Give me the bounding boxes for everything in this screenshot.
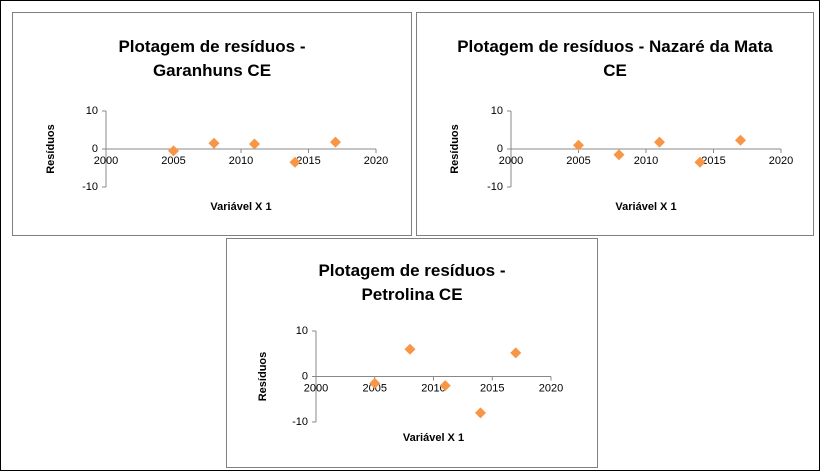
x-axis-label: Variável X 1 xyxy=(210,201,271,213)
x-tick-label: 2020 xyxy=(539,382,563,394)
point xyxy=(475,407,486,419)
y-tick-label: 10 xyxy=(491,105,503,117)
chart-title: Plotagem de resíduos - Petrolina CE xyxy=(318,261,506,304)
chart-title: Plotagem de resíduos - Nazaré da Mata CE xyxy=(457,37,773,80)
x-tick-label: 2020 xyxy=(364,155,388,167)
point xyxy=(208,137,220,149)
y-tick-label: 0 xyxy=(92,143,98,155)
point xyxy=(289,156,301,168)
x-axis-label: Variável X 1 xyxy=(615,201,676,213)
y-tick-label: 10 xyxy=(86,105,98,117)
x-tick-label: 2015 xyxy=(480,382,504,394)
plot: -1001020002005201020152020ResíduosVariáv… xyxy=(257,325,563,444)
chart-title: Plotagem de resíduos - Garanhuns CE xyxy=(118,37,306,80)
x-tick-label: 2015 xyxy=(701,155,725,167)
chart-box: Plotagem de resíduos - Garanhuns CE -10 0… xyxy=(12,12,412,236)
point xyxy=(404,343,416,355)
x-tick-label: 2020 xyxy=(769,155,793,167)
chart-box: Plotagem de resíduos - Nazaré da Mata CE… xyxy=(416,12,814,236)
x-axis-label: Variável X 1 xyxy=(403,432,464,444)
x-tick-label: 2000 xyxy=(304,382,328,394)
y-tick-label: 0 xyxy=(302,370,308,382)
x-tick-label: 2010 xyxy=(634,155,658,167)
point xyxy=(168,145,179,157)
y-axis-label: Resíduos xyxy=(449,124,461,174)
x-tick-label: 2005 xyxy=(161,155,185,167)
point xyxy=(369,377,381,389)
x-tick-label: 2005 xyxy=(566,155,590,167)
x-tick-label: 2015 xyxy=(296,155,320,167)
point xyxy=(613,149,625,161)
y-tick-label: 0 xyxy=(497,143,503,155)
plot: -10 0 10 2000 2005 2010 2015 2020 Resíduos Variáv… xyxy=(449,105,793,213)
y-tick-label: -10 xyxy=(82,181,98,193)
x-tick-label: 2010 xyxy=(421,382,445,394)
point xyxy=(573,139,584,151)
x-tick-label: 2000 xyxy=(499,155,523,167)
y-tick-label: 10 xyxy=(296,325,308,337)
y-tick-label: -10 xyxy=(292,416,308,428)
chart-box: Plotagem de resíduos - Petrolina CE -10 0… xyxy=(226,238,598,468)
x-tick-label: 2010 xyxy=(229,155,253,167)
point xyxy=(694,156,706,168)
y-tick-label: -10 xyxy=(487,181,503,193)
point xyxy=(510,347,522,359)
point xyxy=(735,134,746,146)
point xyxy=(330,136,341,148)
y-axis-label: Resíduos xyxy=(45,124,57,174)
plot: -10 0 10 2000 2005 2010 2015 2020 Resíduos Variáv… xyxy=(45,105,388,213)
y-axis-label: Resíduos xyxy=(257,352,269,402)
x-tick-label: 2000 xyxy=(94,155,118,167)
point xyxy=(439,380,451,392)
point xyxy=(654,136,665,148)
point xyxy=(249,138,260,150)
